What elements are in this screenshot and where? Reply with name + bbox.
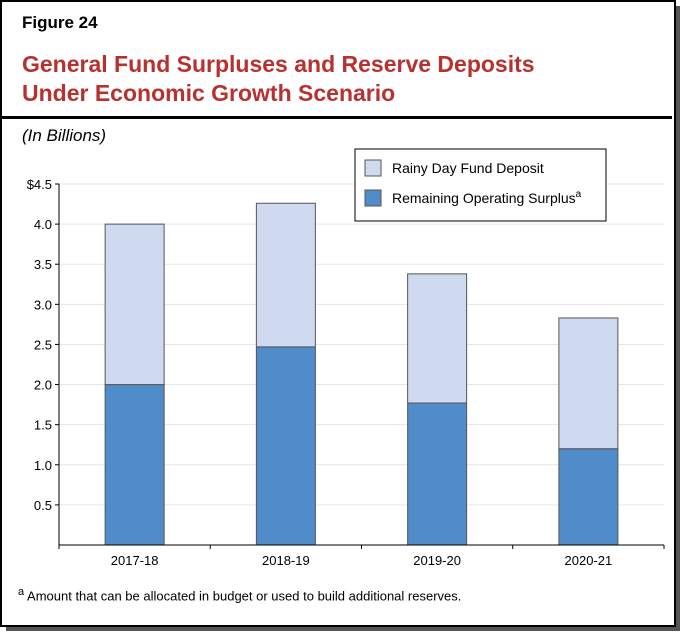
y-tick-label: $4.5	[27, 177, 52, 192]
title-line-2: Under Economic Growth Scenario	[22, 80, 396, 106]
bar-remaining-operating-surplus	[104, 384, 165, 546]
y-unit-label: (In Billions)	[22, 126, 107, 145]
x-tick-label: 2017-18	[111, 553, 159, 568]
bar-remaining-operating-surplus	[255, 346, 316, 546]
y-tick-label: 2.5	[34, 337, 52, 352]
title-rule	[0, 116, 672, 119]
figure-label: Figure 24	[22, 13, 98, 32]
y-tick-label: 3.5	[34, 257, 52, 272]
x-tick-label: 2019-20	[413, 553, 461, 568]
bar-rainy-day-fund-deposit	[558, 317, 619, 450]
footnote-marker: a	[18, 586, 25, 598]
bar-rainy-day-fund-deposit	[104, 223, 165, 386]
figure-title: General Fund Surpluses and Reserve Depos…	[22, 50, 535, 108]
y-tick-label: 4.0	[34, 217, 52, 232]
y-tick-label: 1.0	[34, 458, 52, 473]
bar-rainy-day-fund-deposit	[255, 202, 316, 348]
bar-remaining-operating-surplus	[407, 402, 468, 546]
footnote: a Amount that can be allocated in budget…	[18, 586, 461, 603]
legend-superscript: a	[576, 189, 582, 200]
x-tick-label: 2020-21	[565, 553, 613, 568]
legend-swatch	[364, 159, 382, 177]
legend-label: Rainy Day Fund Deposit	[392, 160, 544, 176]
bar-rainy-day-fund-deposit	[407, 273, 468, 404]
y-tick-label: 3.0	[34, 297, 52, 312]
footnote-text: Amount that can be allocated in budget o…	[27, 588, 462, 604]
legend-label: Remaining Operating Surplusa	[392, 189, 582, 206]
x-tick-label: 2018-19	[262, 553, 310, 568]
legend-box	[354, 148, 607, 222]
title-line-1: General Fund Surpluses and Reserve Depos…	[22, 51, 535, 77]
y-tick-label: 2.0	[34, 378, 52, 393]
legend-swatch	[364, 189, 382, 207]
y-tick-label: 1.5	[34, 418, 52, 433]
y-tick-label: 0.5	[34, 498, 52, 513]
bar-remaining-operating-surplus	[558, 448, 619, 546]
